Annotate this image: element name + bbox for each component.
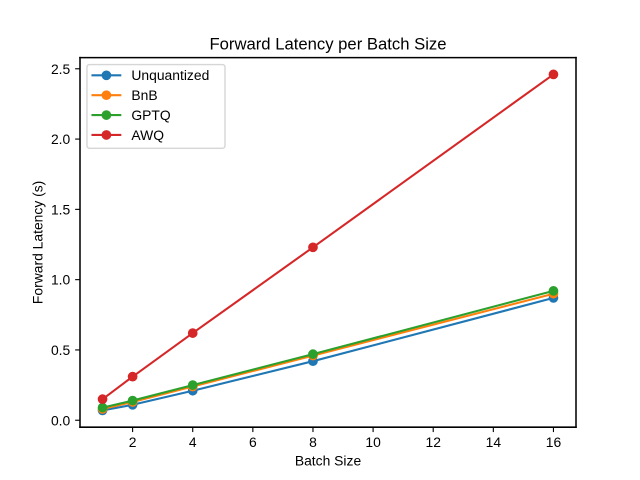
svg-text:1.5: 1.5 bbox=[51, 201, 71, 217]
svg-text:2.0: 2.0 bbox=[51, 131, 71, 147]
svg-text:GPTQ: GPTQ bbox=[131, 107, 171, 123]
svg-text:BnB: BnB bbox=[131, 87, 157, 103]
svg-text:12: 12 bbox=[425, 434, 441, 450]
svg-text:4: 4 bbox=[189, 434, 197, 450]
svg-text:2: 2 bbox=[129, 434, 137, 450]
svg-text:10: 10 bbox=[365, 434, 381, 450]
svg-text:0.5: 0.5 bbox=[51, 342, 71, 358]
svg-text:AWQ: AWQ bbox=[131, 127, 164, 143]
svg-text:6: 6 bbox=[249, 434, 257, 450]
svg-text:Unquantized: Unquantized bbox=[131, 67, 209, 83]
svg-text:16: 16 bbox=[546, 434, 562, 450]
svg-text:0.0: 0.0 bbox=[51, 412, 71, 428]
svg-text:Forward Latency (s): Forward Latency (s) bbox=[30, 181, 46, 304]
svg-text:14: 14 bbox=[486, 434, 502, 450]
svg-text:Forward Latency per Batch Size: Forward Latency per Batch Size bbox=[209, 34, 446, 53]
svg-text:2.5: 2.5 bbox=[51, 61, 71, 77]
svg-text:8: 8 bbox=[309, 434, 317, 450]
svg-text:Batch Size: Batch Size bbox=[295, 452, 362, 468]
svg-text:1.0: 1.0 bbox=[51, 272, 71, 288]
